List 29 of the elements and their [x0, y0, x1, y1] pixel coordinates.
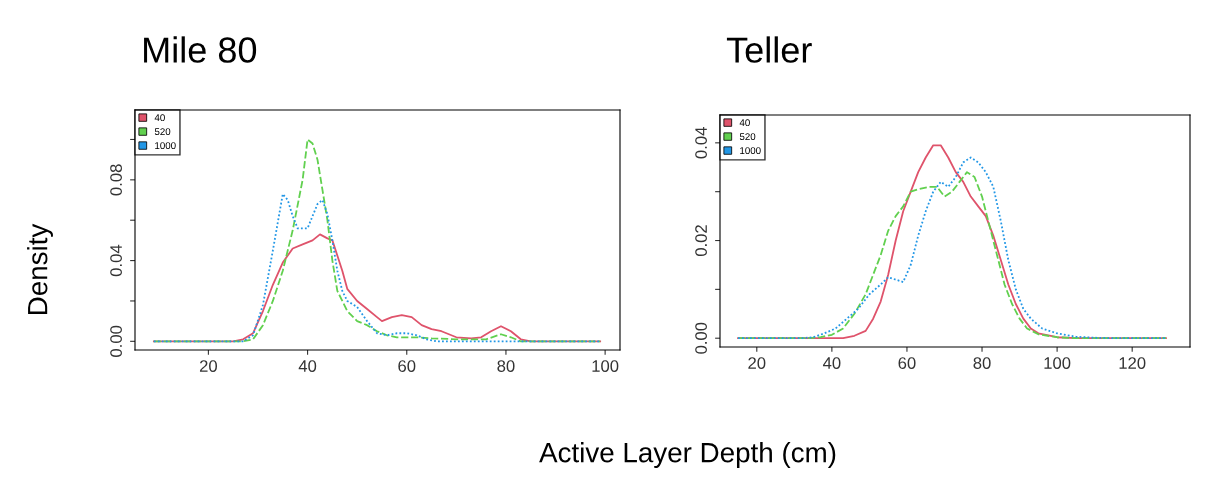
y-tick-label: 0.00 [110, 325, 122, 357]
y-axis-title: Density [27, 223, 53, 315]
line-series [152, 233, 602, 343]
x-tick-label: 80 [497, 360, 515, 372]
y-tick-label: 0.02 [695, 225, 707, 257]
x-tick-label: 120 [1119, 357, 1146, 369]
x-tick-label: 20 [199, 360, 218, 372]
legend-label: 40 [739, 119, 750, 127]
x-tick-label: 40 [822, 357, 841, 369]
x-tick-label: 100 [1044, 357, 1071, 369]
x-tick-label: 60 [398, 360, 416, 372]
y-tick-label: 0.00 [695, 322, 707, 354]
x-tick-label: 100 [592, 360, 619, 372]
y-tick-label: 0.04 [695, 127, 707, 159]
legend-label: 1000 [740, 147, 761, 155]
line-series [152, 193, 602, 343]
chart-title: Teller [726, 36, 812, 63]
legend-label: 520 [154, 128, 171, 136]
x-tick-label: 40 [298, 360, 317, 372]
x-tick-label: 80 [973, 357, 991, 369]
legend-label: 520 [739, 133, 756, 141]
legend-label: 1000 [155, 142, 176, 150]
legend-label: 40 [154, 114, 165, 122]
chart-title: Mile 80 [144, 36, 257, 63]
x-tick-label: 20 [748, 357, 766, 369]
x-tick-label: 60 [898, 357, 916, 369]
x-axis-title: Active Layer Depth (cm) [539, 442, 836, 468]
y-tick-label: 0.04 [110, 244, 122, 277]
y-tick-label: 0.08 [110, 164, 122, 196]
